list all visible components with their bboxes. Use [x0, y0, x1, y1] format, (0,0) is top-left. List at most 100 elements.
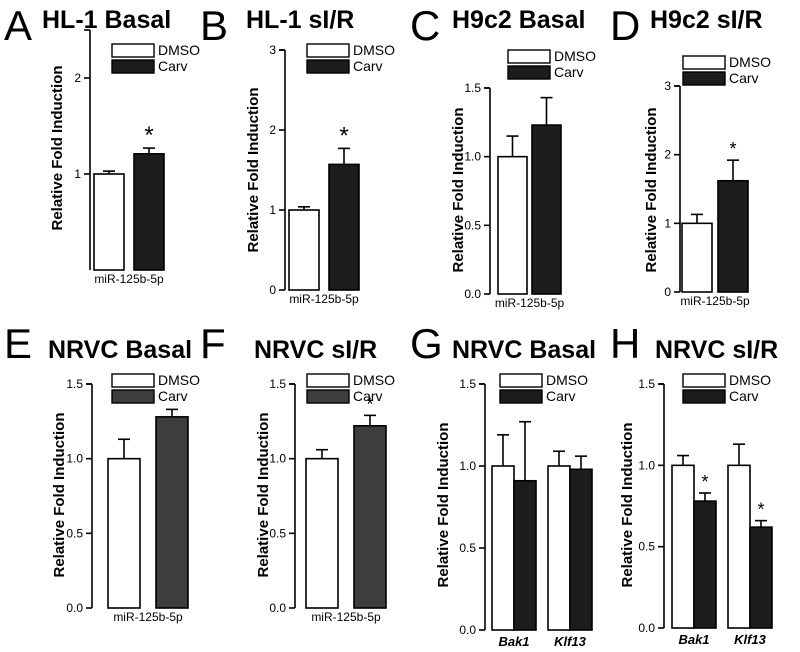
panel-h-bar-carv [749, 526, 773, 629]
panel-a-significance-star: * [144, 122, 153, 149]
panel-b-legend-label-carv: Carv [353, 58, 383, 74]
panel-d-bar-dmso [681, 222, 713, 293]
panel-d-ytick-label: 1 [664, 216, 671, 230]
panel-f-ytick-label: 0.0 [269, 601, 286, 615]
panel-b-legend-swatch-dmso [306, 43, 350, 58]
panel-g-legend-label-carv: Carv [546, 388, 576, 404]
panel-g-bar-carv [513, 479, 537, 631]
panel-h-letter: H [610, 320, 640, 367]
panel-e-ytick-label: 1.0 [66, 452, 83, 466]
panel-a-legend-label-carv: Carv [158, 58, 188, 74]
panel-f-category-label: miR-125b-5p [311, 610, 381, 624]
panel-b-ytick-label: 2 [269, 123, 276, 137]
panel-f-ylabel: Relative Fold Induction [255, 412, 272, 577]
panel-h-bar-dmso [671, 464, 695, 629]
panel-f-legend-label-dmso: DMSO [353, 372, 395, 388]
panel-e-legend-swatch-carv [111, 389, 155, 404]
panel-g-ylabel: Relative Fold Induction [435, 422, 452, 587]
panel-h-legend-label-carv: Carv [729, 388, 759, 404]
panel-d-legend-swatch-carv [682, 71, 726, 86]
panel-b-ytick-label: 3 [269, 43, 276, 57]
panel-b-ylabel: Relative Fold Induction [245, 87, 262, 252]
panel-d-ylabel: Relative Fold Induction [643, 107, 660, 272]
panel-g-bar-carv [569, 468, 593, 631]
panel-c-ytick-label: 1.5 [464, 81, 481, 95]
panel-h-category-label: Bak1 [678, 632, 709, 647]
panel-d-ytick-label: 0 [664, 285, 671, 299]
panel-b-bar-carv [328, 163, 360, 291]
panel-h-ytick-label: 0.0 [638, 621, 655, 635]
panel-g-ytick-label: 1.5 [459, 377, 476, 391]
panel-c-ylabel: Relative Fold Induction [450, 107, 467, 272]
panel-c-legend-label-carv: Carv [554, 64, 584, 80]
panel-a-bar-carv [133, 153, 165, 271]
panel-b-legend-swatch-carv [306, 59, 350, 74]
panel-f-title: NRVC sI/R [254, 336, 377, 364]
panel-c-category-label: miR-125b-5p [495, 296, 565, 310]
panel-c-bar-dmso [497, 155, 528, 295]
panel-g: G NRVC Basal 0.0 0.5 1.0 1.5 Relative Fold Ind… [410, 320, 596, 649]
panel-c-legend-swatch-dmso [507, 49, 551, 64]
panel-d-legend-label-carv: Carv [729, 70, 759, 86]
panel-e-legend-label-dmso: DMSO [158, 372, 200, 388]
panel-f-legend-swatch-carv [306, 389, 350, 404]
panel-e-bar-dmso [107, 457, 141, 609]
panel-e-ytick-label: 0.0 [66, 601, 83, 615]
panel-h-category-label: Klf13 [734, 632, 767, 647]
panel-h-legend-swatch-dmso [682, 373, 726, 388]
panel-g-ytick-label: 1.0 [459, 459, 476, 473]
panel-d-category-label: miR-125b-5p [680, 294, 750, 308]
panel-g-bar-dmso [491, 465, 515, 631]
panel-a-category-label: miR-125b-5p [94, 272, 164, 286]
panel-c-bar-carv [531, 124, 562, 295]
panel-d-bar-carv [717, 179, 749, 293]
panel-e-bar-carv [155, 416, 189, 609]
panel-a-legend-swatch-dmso [111, 43, 155, 58]
panel-g-legend-swatch-dmso [499, 373, 543, 388]
panel-h-ytick-label: 0.5 [638, 540, 655, 554]
panel-c-ytick-label: 1.0 [464, 150, 481, 164]
panel-b-bar-dmso [288, 209, 320, 291]
panel-a-bar-dmso [93, 173, 125, 271]
panel-f-legend-swatch-dmso [306, 373, 350, 388]
panel-g-letter: G [410, 320, 443, 367]
panel-d-legend-swatch-dmso [682, 55, 726, 70]
panel-f-significance-star: * [366, 394, 373, 414]
panel-h-ytick-label: 1.0 [638, 458, 655, 472]
panel-g-bar-dmso [547, 465, 571, 631]
panel-e-ytick-label: 0.5 [66, 526, 83, 540]
panel-f-legend-label-carv: Carv [353, 388, 383, 404]
panel-b: B HL-1 sI/R 0 1 2 3 Relative Fold Induction * mi… [200, 2, 395, 306]
panel-h-significance-star: * [701, 472, 708, 492]
panel-e-title: NRVC Basal [48, 336, 192, 364]
panel-g-title: NRVC Basal [452, 336, 596, 364]
panel-f-ytick-label: 1.0 [269, 452, 286, 466]
panel-h-ylabel: Relative Fold Induction [619, 422, 636, 587]
panel-b-ytick-label: 0 [269, 283, 276, 297]
panel-f-ytick-label: 0.5 [269, 526, 286, 540]
panel-d-ytick-label: 3 [664, 79, 671, 93]
panel-h-ytick-label: 1.5 [638, 377, 655, 391]
panel-h-legend-swatch-carv [682, 389, 726, 404]
panel-f-ytick-label: 1.5 [269, 377, 286, 391]
panel-d-letter: D [610, 2, 640, 49]
panel-h: H NRVC sI/R 0.0 0.5 1.0 1.5 Relative Fold Indu… [610, 320, 778, 647]
panel-f-letter: F [200, 320, 226, 367]
panel-d-ytick-label: 2 [664, 148, 671, 162]
panel-h-legend-label-dmso: DMSO [729, 372, 771, 388]
panel-g-category-label: Klf13 [554, 634, 587, 649]
panel-d-title: H9c2 sI/R [650, 6, 763, 34]
panel-h-significance-star: * [757, 500, 764, 520]
panel-a-ytick-label: 1 [74, 167, 81, 181]
panel-a-legend-swatch-carv [111, 59, 155, 74]
panel-a-title: HL-1 Basal [42, 6, 171, 34]
panel-e-category-label: miR-125b-5p [113, 610, 183, 624]
panel-b-letter: B [200, 2, 228, 49]
panel-h-title: NRVC sI/R [655, 336, 778, 364]
panel-e-ytick-label: 1.5 [66, 377, 83, 391]
panel-e-legend-swatch-dmso [111, 373, 155, 388]
panel-c-ytick-label: 0.5 [464, 218, 481, 232]
panel-g-legend-label-dmso: DMSO [546, 372, 588, 388]
panel-g-ytick-label: 0.5 [459, 541, 476, 555]
